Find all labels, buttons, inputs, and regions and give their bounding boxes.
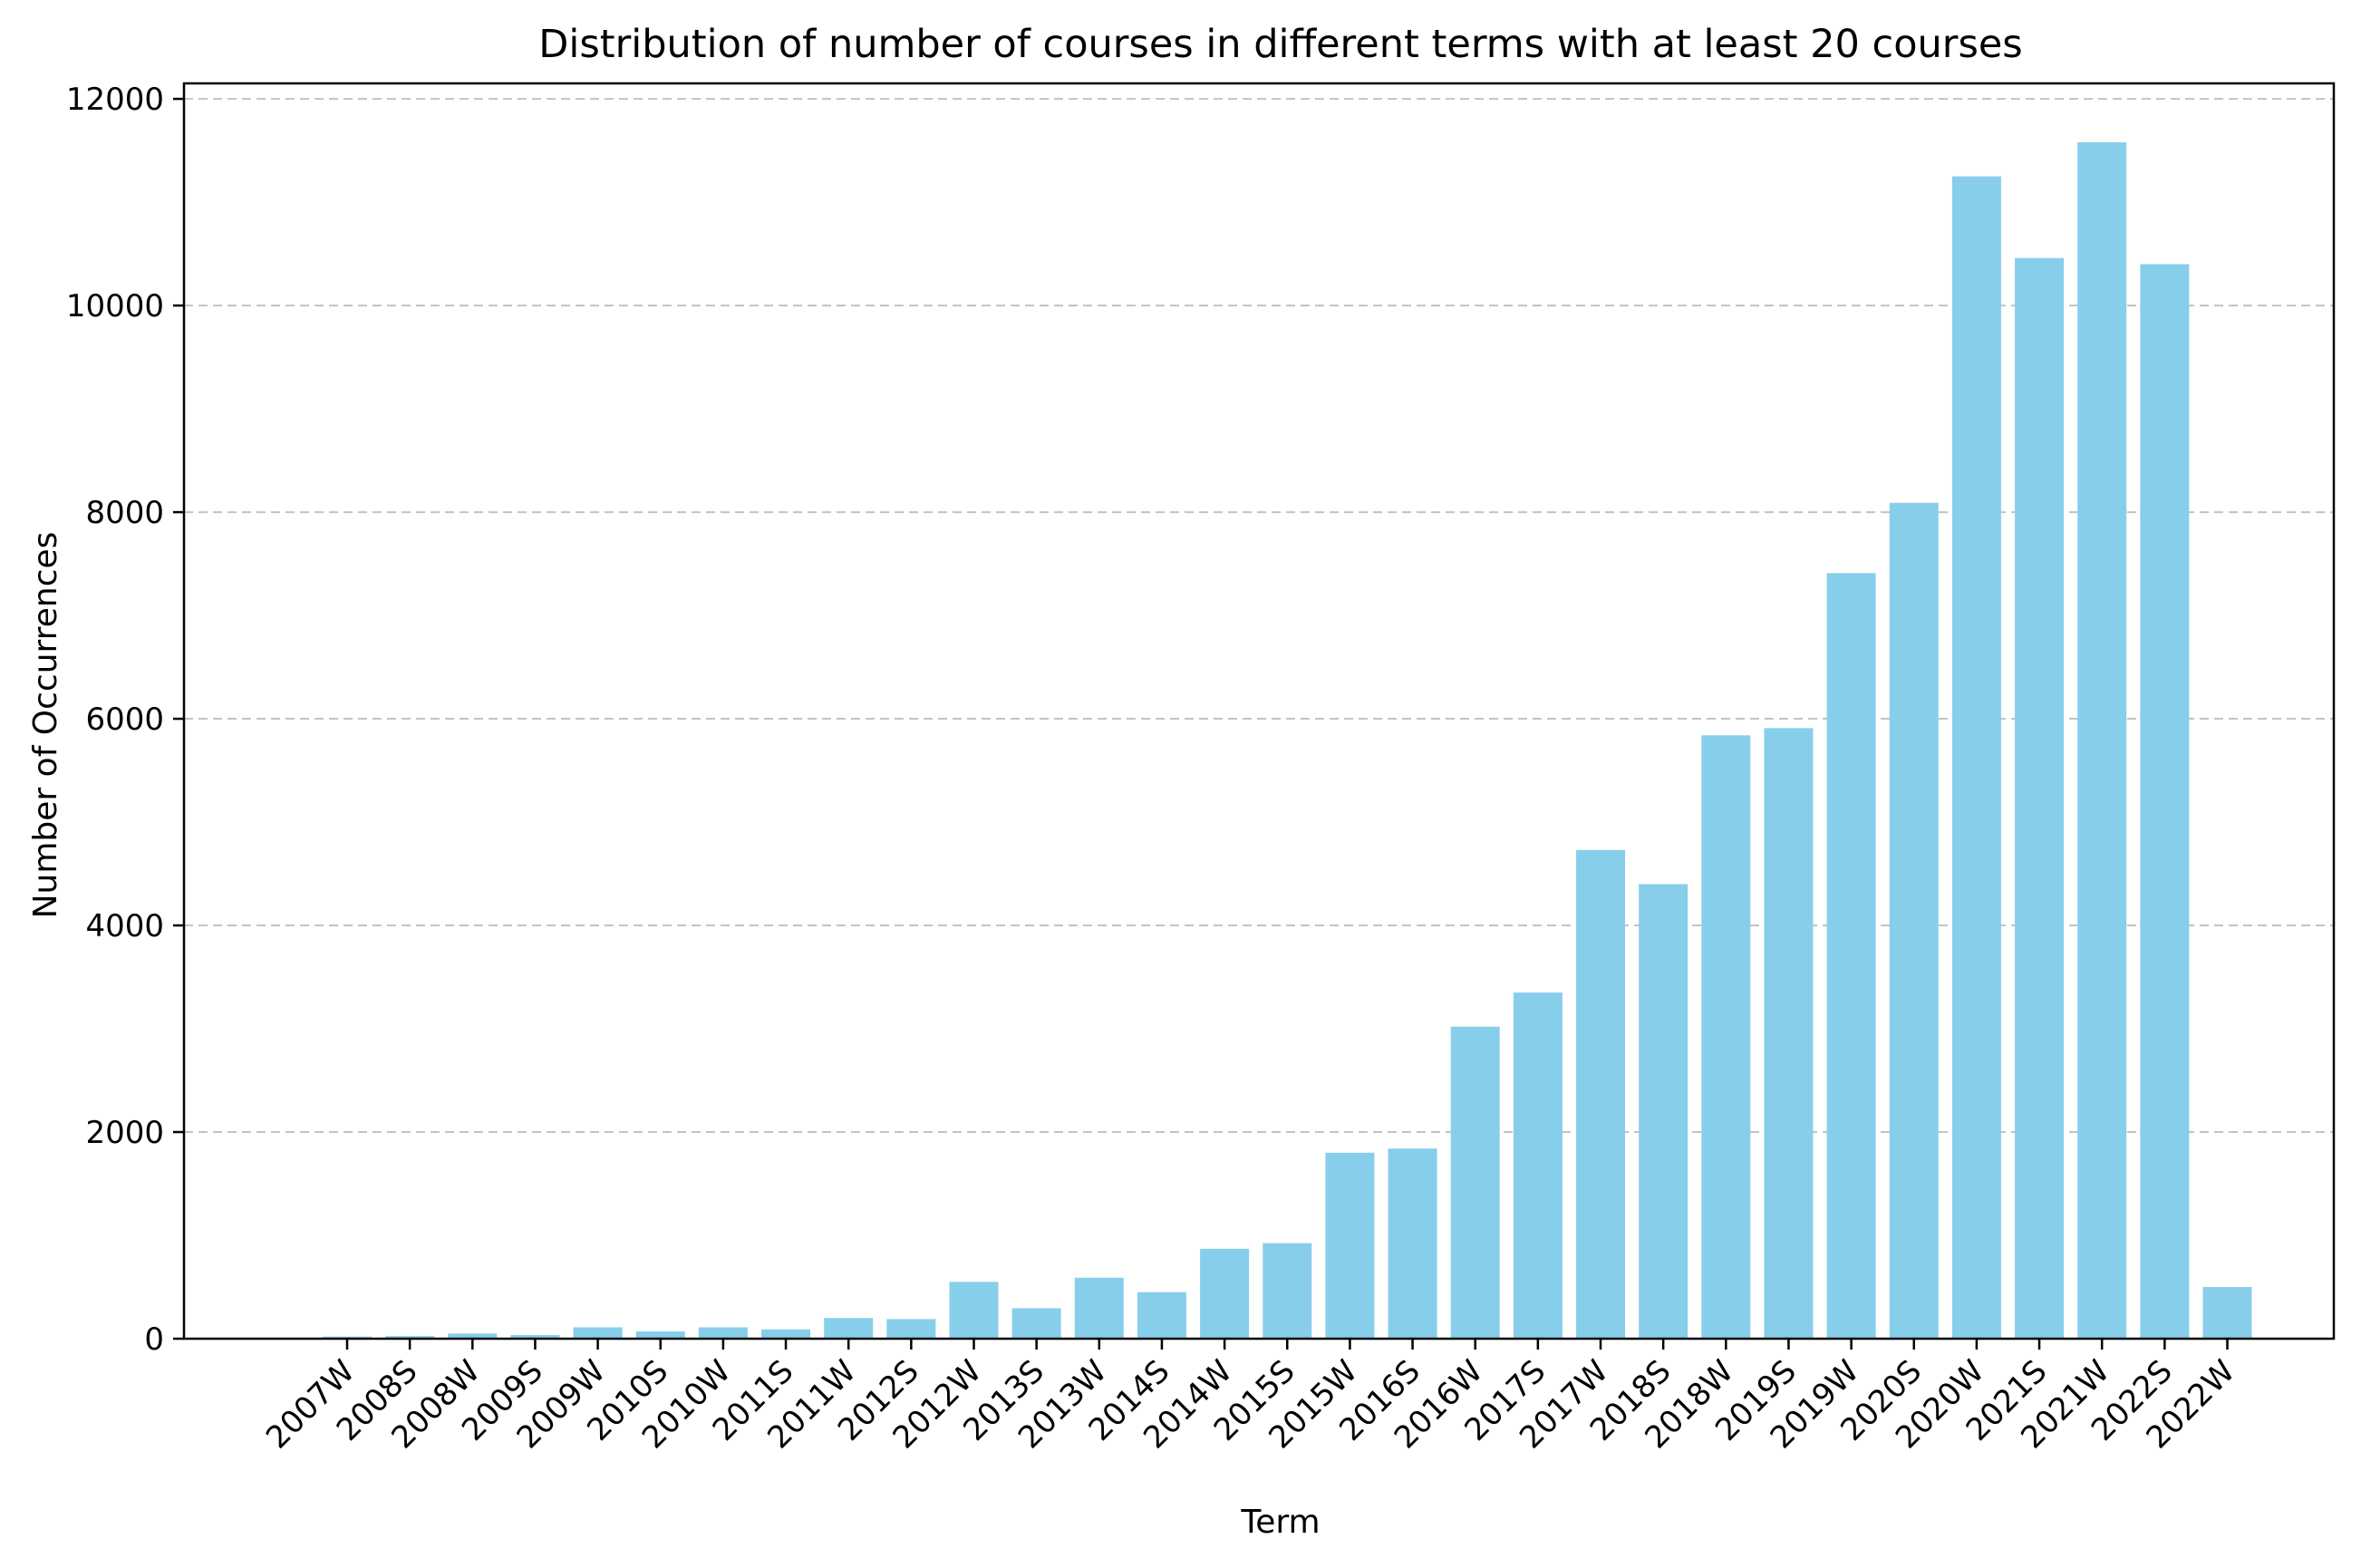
- bar-2015S: [1263, 1243, 1312, 1339]
- bar-2010W: [698, 1327, 748, 1339]
- bar-2022S: [2140, 264, 2190, 1339]
- x-axis-label: Term: [1240, 1504, 1320, 1541]
- bar-2009W: [573, 1327, 623, 1339]
- bar-2012W: [949, 1282, 999, 1339]
- bar-2013S: [1011, 1308, 1061, 1339]
- bar-2008W: [448, 1333, 498, 1339]
- bar-2022W: [2202, 1287, 2252, 1339]
- y-tick-label: 4000: [85, 908, 164, 944]
- plot-frame: [182, 82, 2336, 1341]
- y-tick-label: 6000: [85, 702, 164, 738]
- bar-2021S: [2015, 257, 2065, 1339]
- bar-2021W: [2077, 141, 2127, 1339]
- y-tick-label: 12000: [66, 82, 164, 118]
- bar-2019S: [1764, 728, 1814, 1339]
- y-tick-label: 2000: [85, 1115, 164, 1151]
- bar-2020W: [1951, 176, 2001, 1340]
- y-tick-label: 10000: [66, 288, 164, 324]
- chart-title: Distribution of number of courses in dif…: [538, 22, 2022, 67]
- y-axis-label: Number of Occurrences: [27, 532, 64, 919]
- y-axis-ticks: 0 2000 4000 6000 8000 10000 12000: [66, 82, 184, 1358]
- bar-2008S: [385, 1336, 435, 1339]
- bar-2010S: [635, 1331, 685, 1339]
- bar-2011W: [824, 1318, 874, 1339]
- bar-2014W: [1200, 1248, 1250, 1339]
- bar-2012S: [886, 1319, 936, 1339]
- bar-2018W: [1701, 735, 1751, 1339]
- y-tick-label: 0: [144, 1321, 164, 1358]
- bar-2018S: [1639, 884, 1689, 1339]
- bar-2019W: [1826, 573, 1876, 1339]
- x-axis-ticks: 2007W2008S2008W2009S2009W2010S2010W2011S…: [259, 1339, 2242, 1456]
- bar-2017W: [1576, 849, 1625, 1339]
- y-tick-label: 8000: [85, 495, 164, 531]
- bar-2017S: [1513, 992, 1563, 1339]
- bars: [323, 141, 2252, 1340]
- bar-2016S: [1388, 1148, 1437, 1339]
- bar-2020S: [1889, 502, 1939, 1339]
- bar-2015W: [1325, 1152, 1375, 1339]
- bar-2011S: [761, 1329, 811, 1339]
- bar-2009S: [510, 1335, 560, 1339]
- y-gridlines: [184, 98, 2334, 1134]
- bar-2014S: [1137, 1292, 1186, 1339]
- bar-2013W: [1074, 1277, 1124, 1339]
- bar-2016W: [1450, 1026, 1500, 1339]
